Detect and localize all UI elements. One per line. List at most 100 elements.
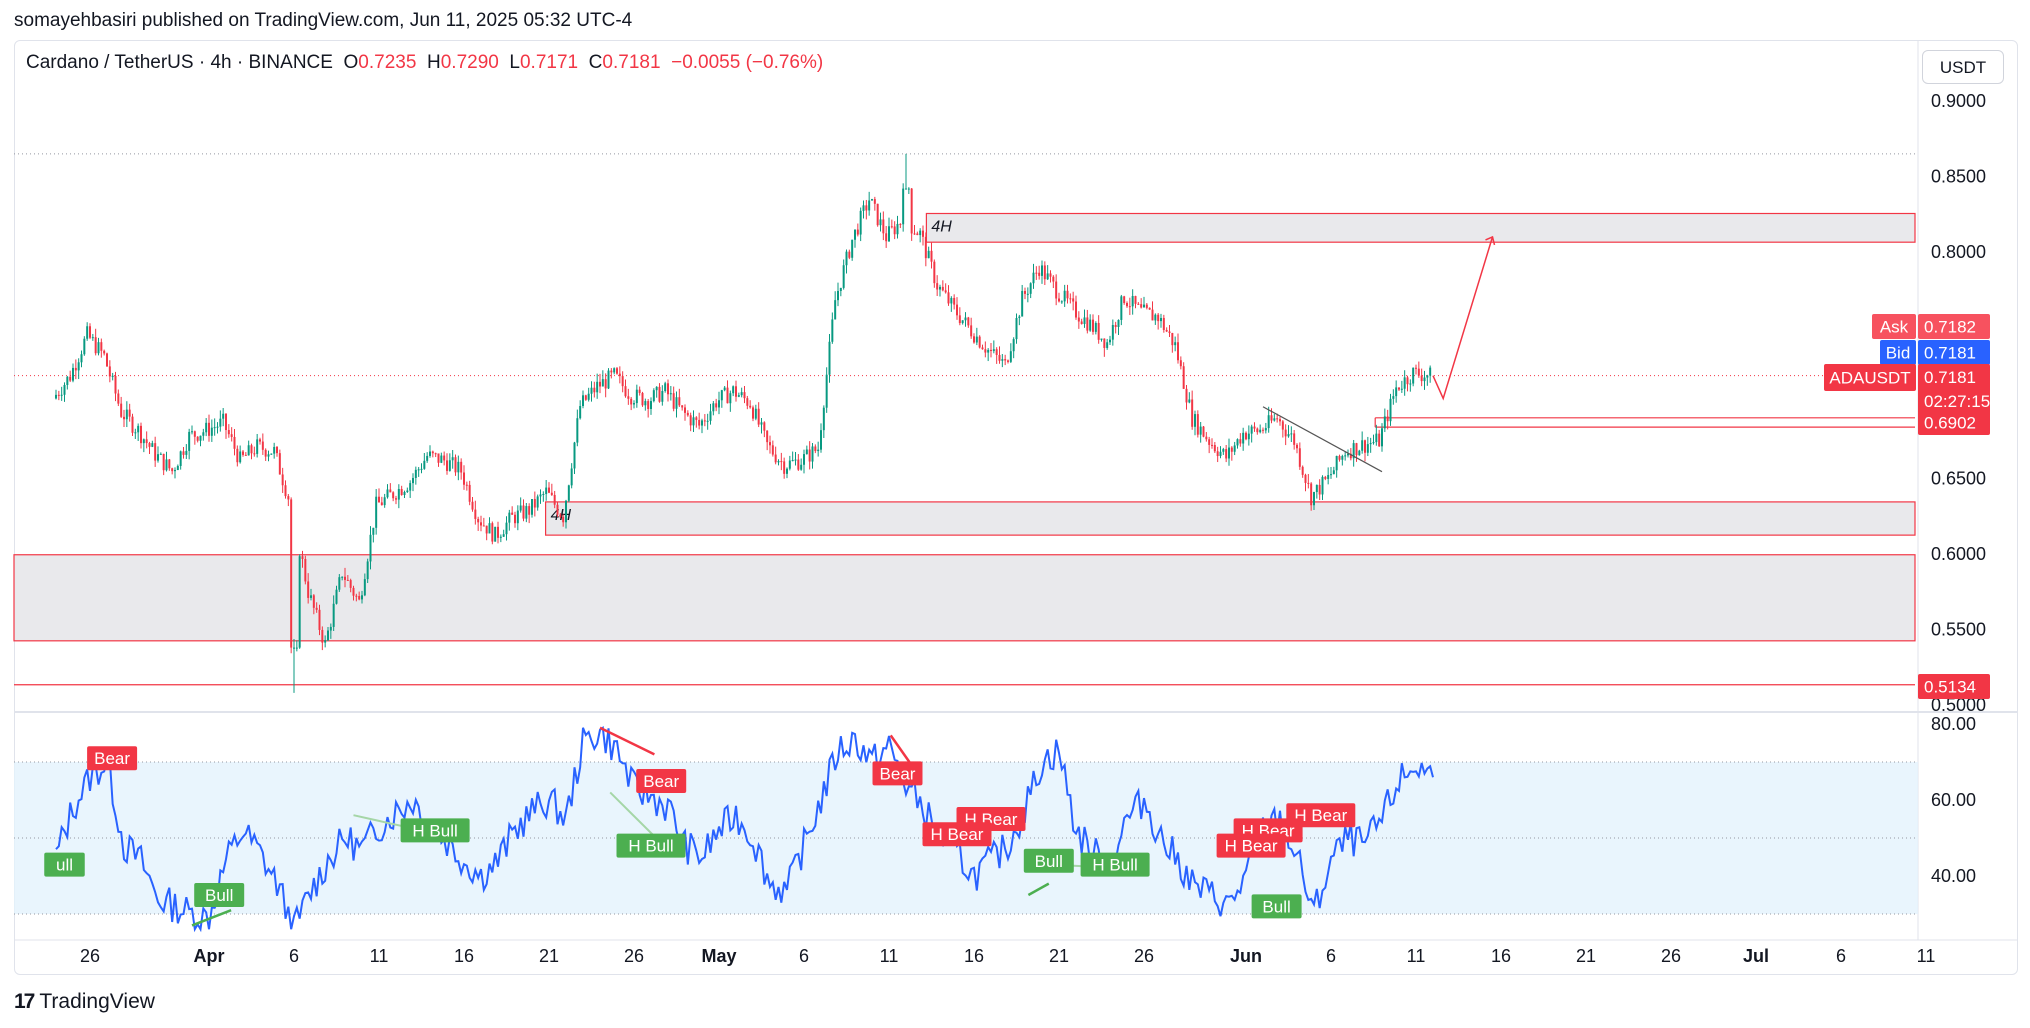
candle-body — [267, 454, 270, 457]
price-tick-label: 0.8000 — [1931, 242, 1986, 262]
candle-body — [1298, 448, 1301, 467]
close-value: 0.7181 — [602, 52, 661, 73]
footer-logo[interactable]: 17 TradingView — [14, 990, 155, 1014]
candle-body — [1194, 414, 1196, 427]
candle-body — [1250, 426, 1253, 434]
divergence-label-bg — [44, 852, 85, 877]
candle-body — [1276, 418, 1279, 420]
divergence-label-text: Bear — [880, 764, 916, 783]
candle-body — [627, 396, 630, 399]
candle-body — [871, 199, 873, 201]
candle-body — [599, 381, 601, 387]
candle-body — [1426, 375, 1429, 378]
candle-body — [919, 230, 922, 236]
candle-body — [667, 383, 669, 395]
time-tick-label: 11 — [370, 946, 389, 966]
candle-body — [701, 420, 703, 426]
candle-body — [1063, 290, 1066, 302]
candle-body — [1177, 342, 1179, 361]
candle-body — [1188, 399, 1191, 403]
candle-body — [633, 403, 635, 405]
candle-body — [1242, 432, 1245, 444]
divergence-label-bull: Bull — [194, 883, 245, 907]
candle-body — [958, 315, 961, 324]
candle-body — [417, 469, 420, 471]
candle-body — [1335, 455, 1338, 471]
candle-body — [1055, 281, 1058, 299]
candle-body — [1157, 314, 1160, 322]
candle-body — [437, 453, 440, 463]
candle-body — [817, 449, 820, 452]
candle-body — [1344, 455, 1347, 457]
candle-body — [338, 577, 341, 590]
candle-body — [361, 595, 363, 600]
candle-body — [1038, 272, 1041, 276]
candle-body — [652, 390, 655, 402]
candle-body — [978, 336, 981, 348]
candle-body — [1021, 290, 1024, 317]
candle-body — [862, 205, 865, 211]
candle-body — [349, 580, 352, 588]
candle-body — [185, 450, 188, 455]
time-tick-label: 16 — [964, 946, 984, 966]
candle-body — [681, 405, 684, 408]
candle-body — [604, 379, 607, 389]
candle-body — [967, 317, 970, 326]
candle-body — [1029, 283, 1032, 294]
candle-body — [1202, 426, 1205, 437]
candle-body — [261, 441, 264, 450]
candle-body — [661, 390, 664, 402]
candle-body — [1290, 433, 1293, 435]
supply-demand-zone — [544, 501, 1916, 536]
candle-body — [760, 422, 763, 425]
candle-body — [885, 233, 888, 242]
candle-body — [848, 251, 851, 258]
candle-body — [253, 453, 256, 455]
divergence-label-bull: Bull — [1023, 848, 1074, 873]
candle-countdown: 02:27:15 — [1924, 392, 1990, 411]
candle-body — [528, 506, 531, 515]
candle-body — [1213, 445, 1216, 452]
divergence-label-text: Bull — [1262, 897, 1290, 916]
candle-body — [395, 498, 397, 500]
candle-body — [593, 387, 596, 393]
candle-body — [406, 490, 409, 493]
candle-body — [57, 394, 60, 396]
candle-body — [1279, 419, 1281, 422]
candle-body — [454, 457, 457, 473]
candle-body — [1154, 314, 1157, 321]
candle-body — [1429, 367, 1432, 376]
candle-body — [179, 451, 182, 466]
candle-body — [244, 454, 247, 456]
candle-body — [142, 439, 145, 444]
candle-body — [922, 230, 924, 237]
candle-body — [508, 512, 511, 523]
rsi-axis[interactable]: 80.00 60.00 40.00 — [1931, 714, 1976, 886]
candle-body — [805, 449, 808, 455]
zones-layer: 4H4H — [13, 41, 2018, 941]
candle-body — [1330, 474, 1332, 476]
candle-body — [950, 297, 953, 304]
time-tick-label: 6 — [799, 946, 809, 966]
currency-button[interactable]: USDT — [1922, 50, 2004, 84]
candle-body — [984, 349, 987, 353]
candle-body — [556, 504, 559, 515]
candle-body — [774, 454, 777, 463]
symbol-legend: Cardano / TetherUS · 4h · BINANCE O0.723… — [26, 52, 823, 74]
candle-body — [947, 292, 950, 304]
candle-body — [1080, 321, 1083, 324]
candle-body — [703, 420, 706, 422]
candle-body — [321, 629, 324, 643]
candle-body — [1375, 433, 1378, 443]
candle-body — [1256, 428, 1259, 433]
candle-body — [1041, 265, 1043, 276]
candle-body — [304, 559, 307, 582]
candle-body — [715, 403, 718, 408]
candle-body — [1185, 388, 1188, 403]
candle-body — [601, 379, 604, 387]
divergence-label-bg — [616, 833, 686, 858]
candle-body — [664, 383, 667, 391]
candle-body — [695, 417, 698, 420]
time-axis[interactable]: 26 Apr 6 11 16 21 26 May 6 11 16 21 26 Jun 6 11 16 21 26 Ju… — [80, 946, 1935, 966]
